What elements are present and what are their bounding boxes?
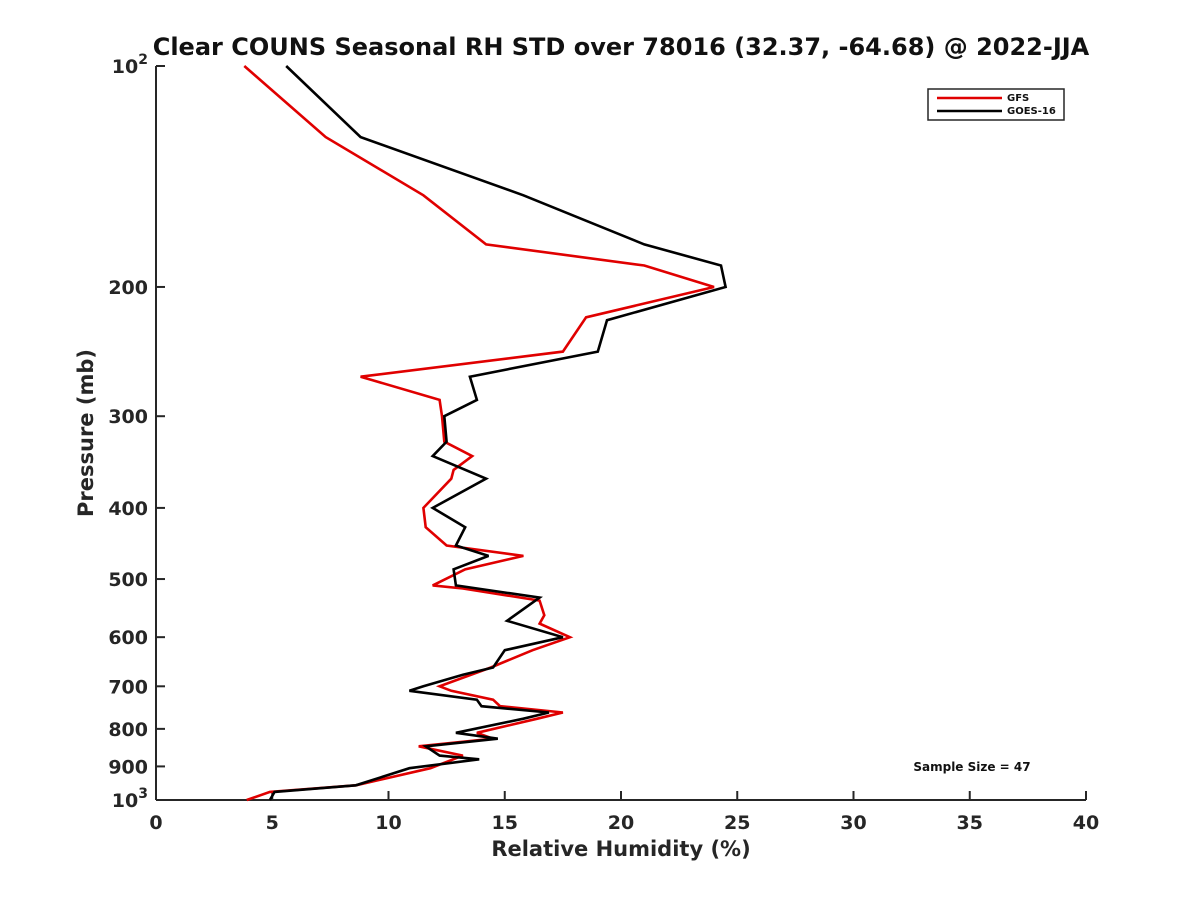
x-tick-label: 0 (149, 812, 162, 834)
chart-title: Clear COUNS Seasonal RH STD over 78016 (… (153, 33, 1090, 61)
x-tick-label: 30 (840, 812, 866, 834)
y-tick-label: 900 (108, 756, 148, 778)
y-tick-label: 400 (108, 498, 148, 520)
x-tick-label: 25 (724, 812, 750, 834)
y-tick-label: 200 (108, 277, 148, 299)
legend-label-gfs: GFS (1007, 93, 1029, 104)
x-tick-label: 10 (375, 812, 401, 834)
series-line-goes-16 (268, 65, 728, 801)
y-ticks: 102 200 300 400 500 600 700 800 900 103 (108, 52, 165, 812)
y-tick-label: 800 (108, 719, 148, 741)
x-tick-label: 5 (266, 812, 279, 834)
y-tick-label: 102 (112, 52, 148, 78)
y-tick-label: 103 (112, 786, 148, 812)
y-tick-label: 300 (108, 406, 148, 428)
series-line-gfs (243, 65, 715, 802)
y-tick-label: 500 (108, 569, 148, 591)
x-axis-label: Relative Humidity (%) (491, 837, 750, 861)
series-lines (243, 65, 728, 802)
x-tick-label: 40 (1073, 812, 1099, 834)
sample-size-annotation: Sample Size = 47 (913, 760, 1030, 774)
y-tick-label: 600 (108, 627, 148, 649)
x-tick-label: 20 (608, 812, 634, 834)
legend: GFS GOES-16 (927, 88, 1065, 121)
x-tick-label: 35 (957, 812, 983, 834)
x-ticks: 0 5 10 15 20 25 30 35 40 (149, 791, 1099, 834)
plot-area: 0 5 10 15 20 25 30 35 40 102 200 300 400 500 600 700 80… (108, 52, 1099, 834)
y-axis-label: Pressure (mb) (74, 349, 98, 517)
x-tick-label: 15 (492, 812, 518, 834)
legend-box (927, 88, 1065, 121)
y-tick-label: 700 (108, 676, 148, 698)
legend-label-goes-16: GOES-16 (1007, 106, 1056, 117)
